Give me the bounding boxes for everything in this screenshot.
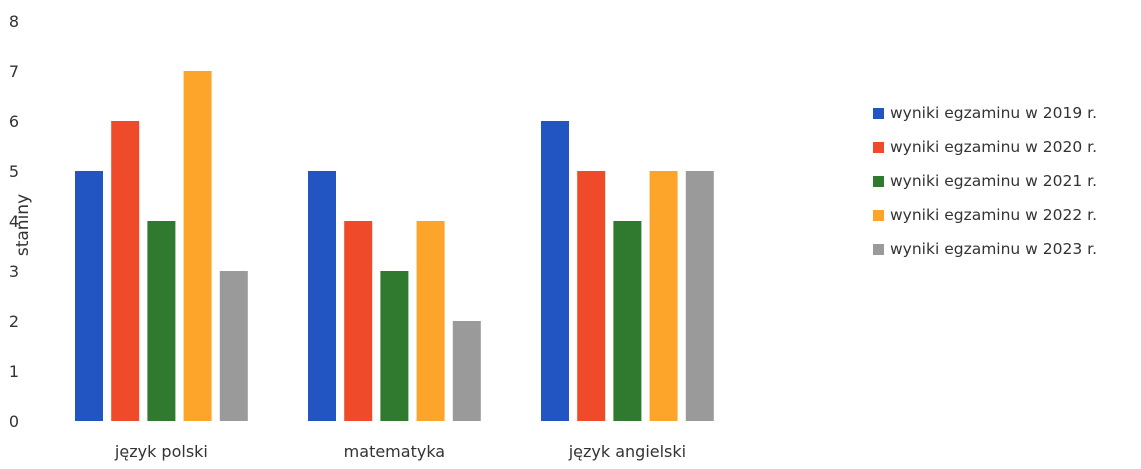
y-tick-label: 5 (9, 162, 19, 181)
bar (308, 171, 336, 421)
legend-swatch (873, 175, 884, 187)
bar (75, 171, 103, 421)
legend-swatch (873, 141, 884, 153)
y-tick-label: 6 (9, 112, 19, 131)
legend-item: wyniki egzaminu w 2023 r. (873, 232, 1138, 266)
y-axis-label: staniny (13, 194, 33, 256)
y-tick-label: 3 (9, 262, 19, 281)
y-tick-label: 1 (9, 362, 19, 381)
legend-label: wyniki egzaminu w 2022 r. (890, 206, 1098, 224)
bar (541, 121, 569, 421)
legend-label: wyniki egzaminu w 2023 r. (890, 240, 1098, 258)
bar (219, 271, 248, 421)
bar (380, 271, 409, 421)
bar (649, 171, 678, 421)
legend-swatch (873, 209, 884, 221)
y-tick-label: 8 (9, 12, 19, 31)
legend-label: wyniki egzaminu w 2020 r. (890, 138, 1098, 156)
bar (111, 121, 140, 421)
y-tick-label: 7 (9, 62, 19, 81)
legend-item: wyniki egzaminu w 2019 r. (873, 96, 1138, 130)
y-tick-label: 4 (9, 212, 19, 231)
y-tick-label: 2 (9, 312, 19, 331)
bar (613, 221, 642, 421)
bar (344, 221, 373, 421)
x-tick-label: język angielski (568, 442, 686, 461)
x-tick-label: matematyka (344, 442, 445, 461)
bars-group (75, 71, 714, 421)
bar (452, 321, 481, 421)
legend-item: wyniki egzaminu w 2022 r. (873, 198, 1138, 232)
legend-item: wyniki egzaminu w 2020 r. (873, 130, 1138, 164)
legend-label: wyniki egzaminu w 2019 r. (890, 104, 1098, 122)
legend-label: wyniki egzaminu w 2021 r. (890, 172, 1098, 190)
bar (685, 171, 714, 421)
bar (577, 171, 606, 421)
bar (183, 71, 212, 421)
x-axis-ticks: język polski matematyka język angielski (114, 442, 686, 461)
bar (416, 221, 445, 421)
y-tick-label: 0 (9, 412, 19, 431)
x-tick-label: język polski (114, 442, 208, 461)
legend-swatch (873, 243, 884, 255)
legend-item: wyniki egzaminu w 2021 r. (873, 164, 1138, 198)
legend-swatch (873, 107, 884, 119)
y-axis-ticks: 0 1 2 3 4 5 6 7 8 (9, 12, 19, 431)
legend: wyniki egzaminu w 2019 r. wyniki egzaminu… (873, 96, 1138, 266)
bar (147, 221, 176, 421)
